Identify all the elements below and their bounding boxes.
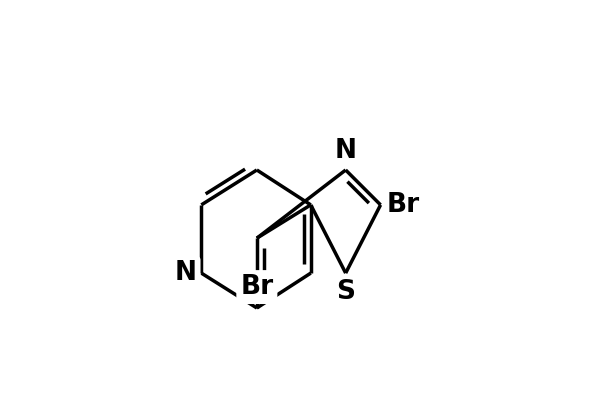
Text: Br: Br	[387, 192, 420, 218]
Text: S: S	[336, 279, 355, 305]
Text: Br: Br	[241, 274, 273, 300]
Text: N: N	[175, 260, 197, 286]
Text: N: N	[334, 138, 356, 164]
